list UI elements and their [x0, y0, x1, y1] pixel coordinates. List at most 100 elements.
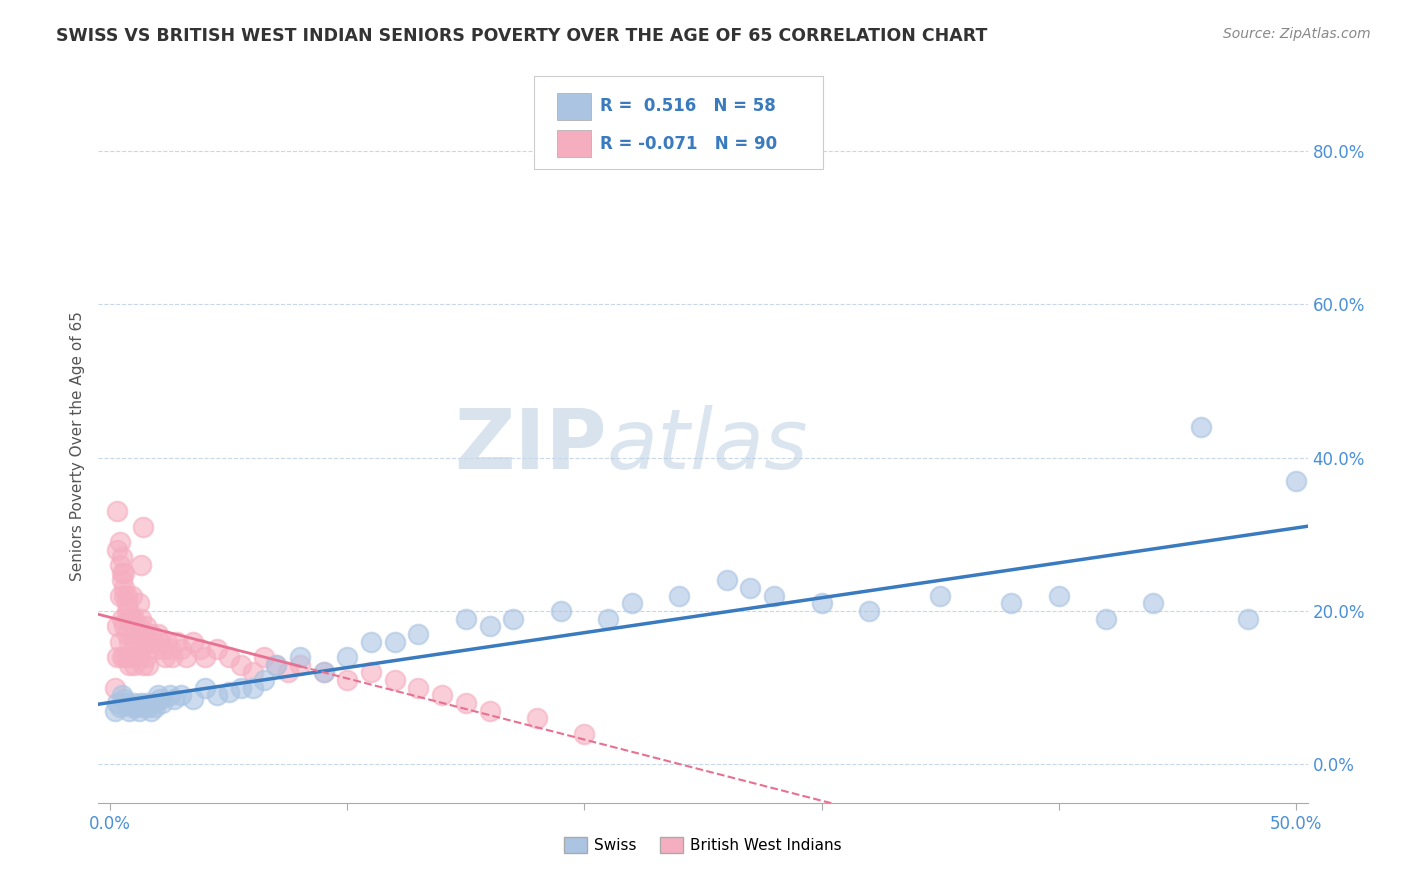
Point: [105, 696, 128, 710]
Point: [115, 627, 138, 641]
Point: [142, 634, 165, 648]
Point: [139, 627, 162, 641]
Point: [146, 627, 169, 641]
Point: [550, 604, 572, 618]
Point: [502, 612, 524, 626]
Point: [181, 634, 204, 648]
Point: [135, 650, 157, 665]
Point: [454, 612, 477, 626]
Point: [122, 612, 145, 626]
Point: [152, 642, 174, 657]
Point: [118, 704, 141, 718]
Point: [454, 696, 477, 710]
Point: [129, 558, 152, 572]
Point: [105, 619, 128, 633]
Point: [111, 612, 134, 626]
Point: [194, 650, 217, 665]
Point: [122, 619, 145, 633]
Point: [146, 689, 169, 703]
Point: [114, 589, 136, 603]
Point: [114, 692, 136, 706]
Point: [125, 627, 148, 641]
Point: [152, 696, 174, 710]
Point: [598, 612, 620, 626]
Point: [115, 596, 138, 610]
Point: [105, 504, 128, 518]
Point: [1237, 612, 1260, 626]
Point: [125, 699, 148, 714]
Point: [740, 581, 762, 595]
Point: [253, 650, 276, 665]
Point: [408, 627, 430, 641]
Point: [105, 542, 128, 557]
Point: [408, 681, 430, 695]
Point: [156, 634, 179, 648]
Point: [114, 581, 136, 595]
Point: [205, 689, 228, 703]
Point: [242, 665, 264, 680]
Text: Source: ZipAtlas.com: Source: ZipAtlas.com: [1223, 27, 1371, 41]
Point: [288, 657, 311, 672]
Point: [478, 619, 501, 633]
Point: [1189, 419, 1212, 434]
Point: [205, 642, 228, 657]
Point: [114, 650, 136, 665]
Point: [153, 650, 176, 665]
Point: [136, 657, 159, 672]
Point: [118, 657, 141, 672]
Point: [160, 650, 183, 665]
Y-axis label: Seniors Poverty Over the Age of 65: Seniors Poverty Over the Age of 65: [69, 311, 84, 581]
Point: [1047, 589, 1070, 603]
Point: [432, 689, 454, 703]
Point: [574, 727, 596, 741]
Point: [129, 612, 152, 626]
Text: R = -0.071   N = 90: R = -0.071 N = 90: [600, 135, 778, 153]
Point: [129, 696, 152, 710]
Point: [143, 699, 166, 714]
Point: [135, 696, 157, 710]
Point: [139, 704, 162, 718]
Point: [128, 634, 150, 648]
Point: [128, 619, 150, 633]
Point: [111, 574, 134, 588]
Point: [170, 689, 193, 703]
Point: [1000, 596, 1022, 610]
Point: [384, 634, 406, 648]
Point: [115, 650, 138, 665]
Point: [763, 589, 786, 603]
Point: [312, 665, 335, 680]
Point: [104, 681, 127, 695]
Point: [111, 650, 134, 665]
Point: [122, 657, 145, 672]
Point: [121, 589, 143, 603]
Point: [132, 519, 155, 533]
Point: [111, 689, 134, 703]
Point: [242, 681, 264, 695]
Point: [132, 699, 155, 714]
Point: [125, 627, 148, 641]
Point: [136, 699, 159, 714]
Point: [190, 642, 212, 657]
Point: [810, 596, 832, 610]
Point: [142, 696, 165, 710]
Text: R =  0.516   N = 58: R = 0.516 N = 58: [600, 97, 776, 115]
Point: [129, 642, 152, 657]
Point: [288, 650, 311, 665]
Point: [121, 650, 143, 665]
Point: [526, 711, 548, 725]
Point: [104, 704, 127, 718]
Point: [312, 665, 335, 680]
Point: [118, 604, 141, 618]
Point: [108, 589, 131, 603]
Point: [118, 612, 141, 626]
Point: [108, 535, 131, 549]
Point: [115, 696, 138, 710]
Point: [128, 704, 150, 718]
Point: [121, 612, 143, 626]
Point: [163, 692, 186, 706]
Text: atlas: atlas: [606, 406, 808, 486]
Point: [149, 634, 172, 648]
Point: [143, 642, 166, 657]
Point: [277, 665, 299, 680]
Point: [132, 627, 155, 641]
